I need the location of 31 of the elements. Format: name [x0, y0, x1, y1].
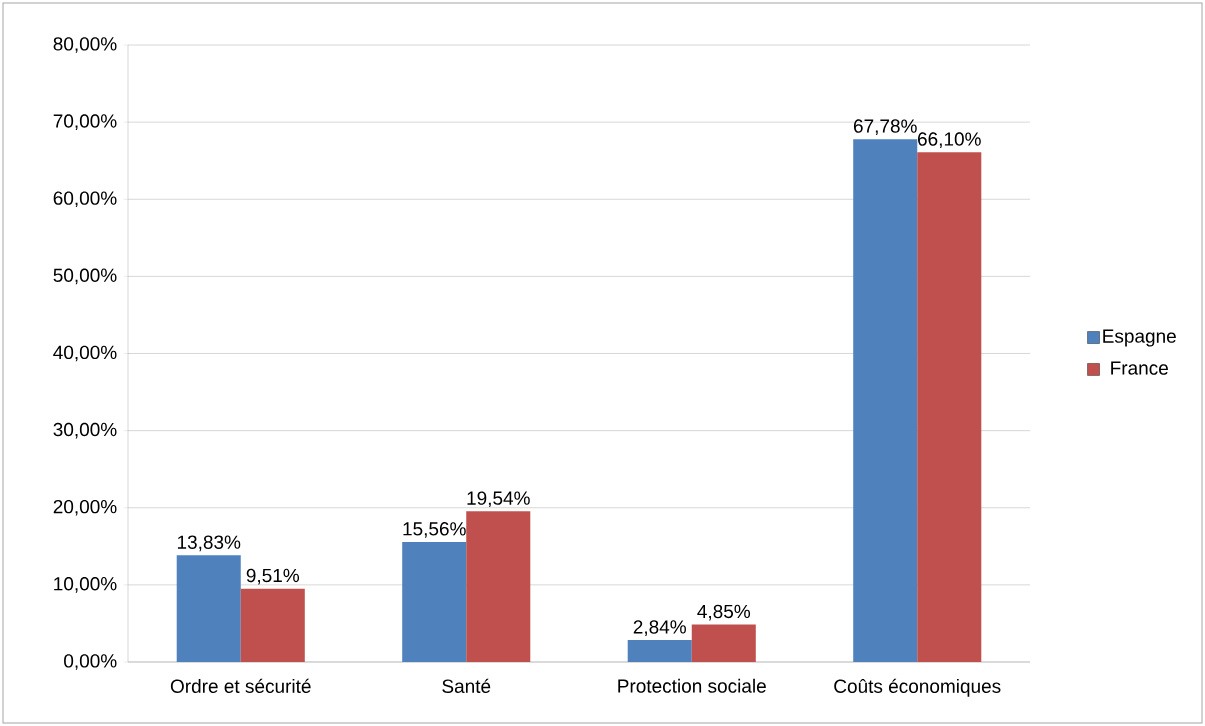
y-tick-label: 0,00%: [64, 654, 117, 670]
x-tick-label: Coûts économiques: [834, 678, 1001, 697]
bar: [402, 542, 467, 662]
y-tick-label: 20,00%: [53, 499, 117, 516]
data-label: 15,56%: [403, 522, 466, 538]
data-label: 9,51%: [246, 568, 300, 585]
x-tick-label: Santé: [442, 678, 491, 693]
y-tick-label: 80,00%: [53, 37, 117, 53]
bar: [917, 152, 982, 662]
y-tick-label: 60,00%: [53, 191, 117, 208]
data-label: 13,83%: [177, 535, 241, 552]
x-tick-label: Ordre et sécurité: [170, 678, 311, 693]
bar: [627, 640, 692, 662]
legend-label: Espagne: [1103, 329, 1176, 347]
bar: [240, 588, 305, 662]
bar: [466, 511, 531, 662]
data-label: 19,54%: [467, 491, 530, 508]
data-label: 67,78%: [853, 119, 917, 136]
data-label: 66,10%: [918, 132, 981, 149]
data-label: 4,85%: [697, 604, 751, 621]
data-label: 2,84%: [633, 620, 686, 636]
y-tick-label: 10,00%: [54, 577, 117, 593]
bar: [691, 624, 756, 662]
y-tick-label: 70,00%: [53, 114, 117, 130]
y-tick-label: 40,00%: [53, 345, 117, 362]
y-tick-label: 50,00%: [53, 268, 117, 285]
bar: [853, 139, 918, 662]
y-tick-label: 30,00%: [53, 422, 117, 439]
legend-label: France: [1111, 361, 1168, 375]
x-tick-label: Protection sociale: [618, 678, 766, 693]
bar: [176, 555, 241, 662]
